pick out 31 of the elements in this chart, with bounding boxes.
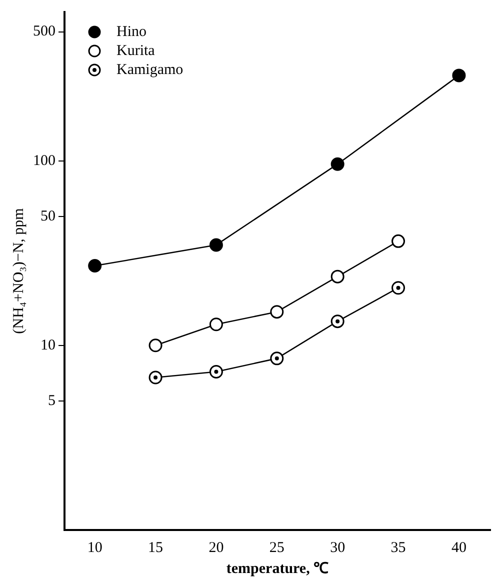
y-tick-label: 500 [33,24,56,40]
x-tick-label: 25 [269,540,284,556]
point [392,281,406,295]
point [452,68,466,82]
point [330,314,344,328]
x-tick-label: 30 [330,540,346,556]
x-axis-title: temperature, ℃ [226,560,329,577]
x-tick-label: 20 [208,540,224,556]
y-tick-label: 5 [48,392,56,409]
y-tick-label: 10 [40,337,56,354]
legend-label: Hino [116,24,146,40]
x-tick-label: 35 [390,540,406,556]
point [88,259,102,273]
point [330,157,344,171]
point [392,234,406,248]
legend-label: Kurita [116,42,156,59]
point [270,352,284,366]
legend-label: Kamigamo [116,62,184,78]
point [148,338,162,352]
point [270,305,284,319]
point [330,270,344,284]
point [148,370,162,384]
x-tick-label: 15 [148,540,164,556]
x-tick-label: 40 [451,540,466,556]
y-tick-label: 50 [40,208,56,224]
point [209,318,223,332]
point [209,238,223,252]
x-tick-label: 10 [87,540,102,556]
y-tick-label: 100 [33,152,56,169]
point [209,364,223,378]
y-axis-title: (NH₄+NO₃)−N, ppm [10,208,27,334]
